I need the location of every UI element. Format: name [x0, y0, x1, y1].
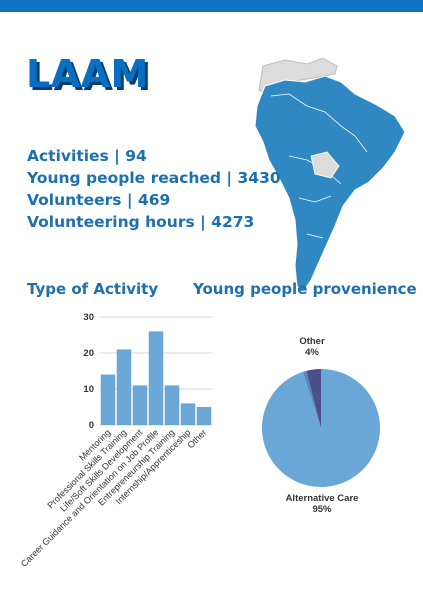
provenience-chart-title: Young people provenience	[193, 280, 417, 298]
bar	[196, 407, 212, 425]
stat-young-people: Young people reached | 3430	[27, 169, 281, 187]
top-accent-bar	[0, 0, 423, 12]
pie-label-other: Other 4%	[299, 336, 325, 358]
region-title: LAAM	[26, 52, 149, 96]
provenience-pie-chart	[262, 369, 380, 487]
pie-slice	[302, 370, 321, 428]
activity-chart-title: Type of Activity	[27, 280, 159, 298]
bar	[132, 385, 148, 425]
y-tick-label: 10	[83, 384, 94, 395]
stat-activities: Activities | 94	[27, 147, 147, 165]
stat-volunteers: Volunteers | 469	[27, 191, 171, 209]
stats-list: Activities | 94 Young people reached | 3…	[27, 145, 281, 233]
bar	[116, 349, 132, 425]
bar	[180, 403, 196, 425]
x-tick-label: Other	[185, 427, 208, 450]
stat-volunteering-hours: Volunteering hours | 4273	[27, 213, 255, 231]
bar	[100, 374, 116, 425]
bar	[148, 331, 164, 425]
y-tick-label: 20	[83, 348, 94, 359]
y-tick-label: 0	[89, 420, 94, 431]
bar	[164, 385, 180, 425]
pie-slice	[306, 369, 321, 428]
y-tick-label: 30	[83, 312, 94, 323]
south-america-map-icon	[254, 57, 406, 293]
pie-label-alternative-care: Alternative Care 95%	[285, 493, 359, 515]
